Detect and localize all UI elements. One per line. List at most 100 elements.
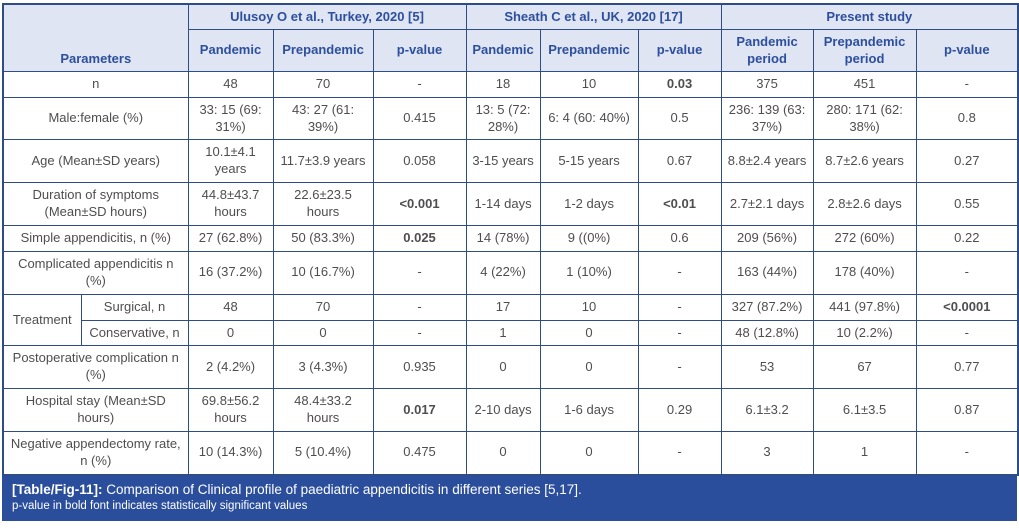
table-cell: 0 bbox=[465, 345, 541, 390]
table-cell: <0.0001 bbox=[915, 293, 1019, 321]
table-caption: [Table/Fig-11]: Comparison of Clinical p… bbox=[2, 475, 1017, 522]
table-cell: 10 (2.2%) bbox=[812, 319, 917, 347]
row-label: Postoperative complication n (%) bbox=[2, 345, 189, 390]
col-header: Prepandemic bbox=[539, 29, 639, 72]
table-row-treatment-surgical: Treatment Surgical, n 48 70 - 17 10 - 32… bbox=[2, 293, 1019, 347]
table-cell: 0 bbox=[272, 319, 374, 347]
group-header-ulusoy: Ulusoy O et al., Turkey, 2020 [5] bbox=[187, 3, 467, 31]
table-cell: 69.8±56.2 hours bbox=[187, 388, 274, 432]
table-cell: 10 (14.3%) bbox=[187, 430, 274, 476]
table-cell: 1-6 days bbox=[539, 388, 639, 432]
col-header: Prepandemic bbox=[272, 29, 374, 72]
table-cell: 0.77 bbox=[915, 345, 1019, 390]
table-cell: 0.55 bbox=[915, 182, 1019, 226]
table-cell: 0.5 bbox=[637, 96, 722, 141]
group-header-sheath: Sheath C et al., UK, 2020 [17] bbox=[465, 3, 722, 31]
table-cell: 0.935 bbox=[372, 345, 467, 390]
table-cell: - bbox=[372, 319, 467, 347]
group-header-present-study: Present study bbox=[720, 3, 1019, 31]
table-cell: 0.475 bbox=[372, 430, 467, 476]
table-row-n: n 48 70 - 18 10 0.03 375 451 - bbox=[2, 70, 1019, 98]
table-cell: 3 (4.3%) bbox=[272, 345, 374, 390]
table-cell: 0.415 bbox=[372, 96, 467, 141]
table-cell: 44.8±43.7 hours bbox=[187, 182, 274, 226]
sub-header-row: Pandemic Prepandemic p-value Pandemic Pr… bbox=[3, 29, 1019, 72]
table-cell: 280: 171 (62: 38%) bbox=[812, 96, 917, 141]
table-cell: 50 (83.3%) bbox=[272, 224, 374, 252]
table-cell: 0 bbox=[187, 319, 274, 347]
table-cell: 451 bbox=[812, 70, 917, 98]
table-cell: - bbox=[915, 250, 1019, 295]
table-cell: 0.29 bbox=[637, 388, 722, 432]
col-header: Prepandemic period bbox=[812, 29, 917, 72]
table-cell: 9 ((0%) bbox=[539, 224, 639, 252]
row-label: n bbox=[2, 70, 189, 98]
table-row-simple-appendicitis: Simple appendicitis, n (%) 27 (62.8%) 50… bbox=[2, 224, 1019, 252]
col-header: p-value bbox=[637, 29, 722, 72]
table-cell: 10 bbox=[539, 70, 639, 98]
table-cell: 27 (62.8%) bbox=[187, 224, 274, 252]
table-cell: 0 bbox=[539, 430, 639, 476]
table-cell: 10 (16.7%) bbox=[272, 250, 374, 295]
table-cell: 3-15 years bbox=[465, 139, 541, 184]
table-cell: 33: 15 (69: 31%) bbox=[187, 96, 274, 141]
table-cell: 2.7±2.1 days bbox=[720, 182, 814, 226]
table-cell: 16 (37.2%) bbox=[187, 250, 274, 295]
table-cell: 43: 27 (61: 39%) bbox=[272, 96, 374, 141]
table-row-postoperative-complication: Postoperative complication n (%) 2 (4.2%… bbox=[2, 345, 1019, 390]
caption-tag: [Table/Fig-11]: bbox=[12, 481, 103, 497]
caption-note: p-value in bold font indicates statistic… bbox=[12, 500, 308, 513]
table-cell: 5 (10.4%) bbox=[272, 430, 374, 476]
table-cell: 441 (97.8%) bbox=[812, 293, 917, 321]
table-cell: 5-15 years bbox=[539, 139, 639, 184]
table-cell: 0.017 bbox=[372, 388, 467, 432]
table-cell: 2-10 days bbox=[465, 388, 541, 432]
table-row-hospital-stay: Hospital stay (Mean±SD hours) 69.8±56.2 … bbox=[2, 388, 1019, 432]
table-row-complicated-appendicitis: Complicated appendicitis n (%) 16 (37.2%… bbox=[2, 250, 1019, 295]
table-cell: <0.001 bbox=[372, 182, 467, 226]
table-cell: 11.7±3.9 years bbox=[272, 139, 374, 184]
table-cell: 48.4±33.2 hours bbox=[272, 388, 374, 432]
table-cell: 10 bbox=[539, 293, 639, 321]
table-cell: - bbox=[915, 70, 1019, 98]
group-header-row: Parameters Ulusoy O et al., Turkey, 2020… bbox=[2, 3, 1019, 72]
caption-text: Comparison of Clinical profile of paedia… bbox=[102, 481, 582, 497]
table-cell: 48 bbox=[187, 70, 274, 98]
row-sublabel: Conservative, n bbox=[80, 319, 189, 347]
table-row-age: Age (Mean±SD years) 10.1±4.1 years 11.7±… bbox=[2, 139, 1019, 184]
table-cell: 2.8±2.6 days bbox=[812, 182, 917, 226]
table-cell: 53 bbox=[720, 345, 814, 390]
table-cell: 236: 139 (63: 37%) bbox=[720, 96, 814, 141]
table-cell: - bbox=[637, 293, 722, 321]
table-cell: 3 bbox=[720, 430, 814, 476]
table-cell: 0.22 bbox=[915, 224, 1019, 252]
table-cell: <0.01 bbox=[637, 182, 722, 226]
parameters-header: Parameters bbox=[2, 3, 189, 72]
col-header: Pandemic bbox=[187, 29, 274, 72]
table-cell: 8.8±2.4 years bbox=[720, 139, 814, 184]
table-cell: 1 bbox=[465, 319, 541, 347]
table-cell: - bbox=[637, 319, 722, 347]
table-cell: 327 (87.2%) bbox=[720, 293, 814, 321]
col-header: Pandemic bbox=[465, 29, 541, 72]
table-cell: 67 bbox=[812, 345, 917, 390]
table-cell: 48 (12.8%) bbox=[720, 319, 814, 347]
table-cell: 0.6 bbox=[637, 224, 722, 252]
row-label: Male:female (%) bbox=[2, 96, 189, 141]
table-cell: 0 bbox=[465, 430, 541, 476]
caption-title: [Table/Fig-11]: Comparison of Clinical p… bbox=[12, 481, 1007, 499]
table-cell: - bbox=[915, 319, 1019, 347]
table-cell: 163 (44%) bbox=[720, 250, 814, 295]
row-label: Hospital stay (Mean±SD hours) bbox=[2, 388, 189, 432]
table-cell: 18 bbox=[465, 70, 541, 98]
table-cell: 1-2 days bbox=[539, 182, 639, 226]
table-figure: Parameters Ulusoy O et al., Turkey, 2020… bbox=[2, 3, 1019, 522]
table-cell: 1 bbox=[812, 430, 917, 476]
table-cell: - bbox=[637, 345, 722, 390]
table-row-negative-appendectomy: Negative appendectomy rate, n (%) 10 (14… bbox=[2, 430, 1019, 476]
row-sublabel: Surgical, n bbox=[80, 293, 189, 321]
table-cell: 0.058 bbox=[372, 139, 467, 184]
table-cell: 272 (60%) bbox=[812, 224, 917, 252]
table-cell: - bbox=[637, 430, 722, 476]
table-cell: 0.27 bbox=[915, 139, 1019, 184]
